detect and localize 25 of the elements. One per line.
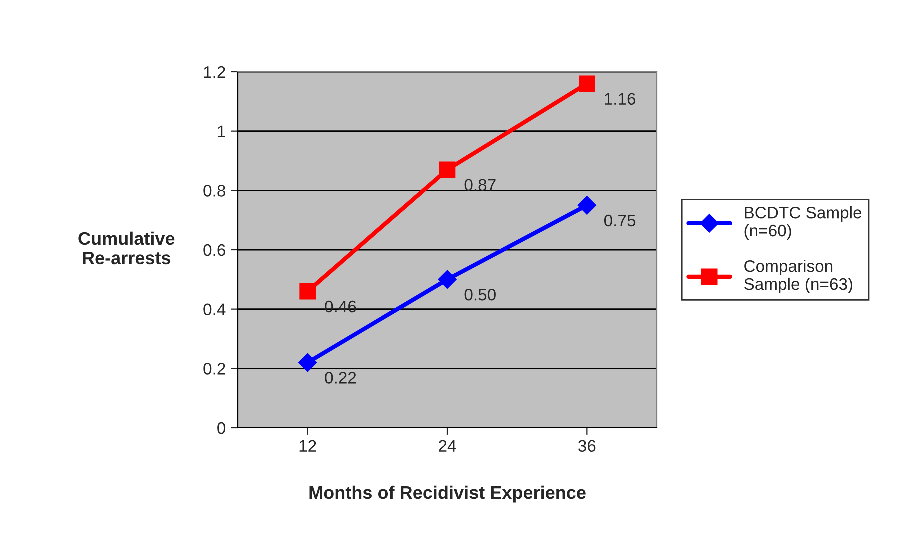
point bbox=[300, 283, 316, 300]
point bbox=[298, 353, 318, 372]
point bbox=[439, 162, 456, 178]
x-tick-label: 36 bbox=[578, 440, 596, 452]
y-axis-title: Cumulative Re-arrests bbox=[78, 232, 175, 265]
x-tick-label: 12 bbox=[300, 440, 316, 452]
y-tick-label: 0.8 bbox=[204, 185, 226, 197]
data-label: 0.87 bbox=[464, 179, 496, 192]
point bbox=[578, 196, 597, 215]
y-tick-label: 1 bbox=[218, 126, 226, 138]
y-tick-label: 0.2 bbox=[204, 363, 226, 375]
x-tick-label: 24 bbox=[439, 440, 456, 452]
x-axis-title: Months of Recidivist Experience bbox=[310, 486, 586, 503]
data-label: 1.16 bbox=[605, 93, 636, 106]
point bbox=[438, 270, 457, 290]
y-tick-label: 0 bbox=[218, 422, 226, 434]
y-tick-label: 0.6 bbox=[204, 244, 226, 256]
legend-label: BCDTC Sample (n=60) bbox=[744, 206, 862, 240]
legend-label: Comparison Sample (n=63) bbox=[744, 260, 853, 294]
y-tick-label: 0.4 bbox=[204, 304, 226, 316]
point bbox=[579, 76, 596, 92]
data-label: 0.75 bbox=[604, 214, 636, 227]
data-label: 0.50 bbox=[464, 289, 496, 301]
data-label: 0.22 bbox=[325, 372, 356, 384]
y-tick-label: 1.2 bbox=[204, 66, 226, 78]
